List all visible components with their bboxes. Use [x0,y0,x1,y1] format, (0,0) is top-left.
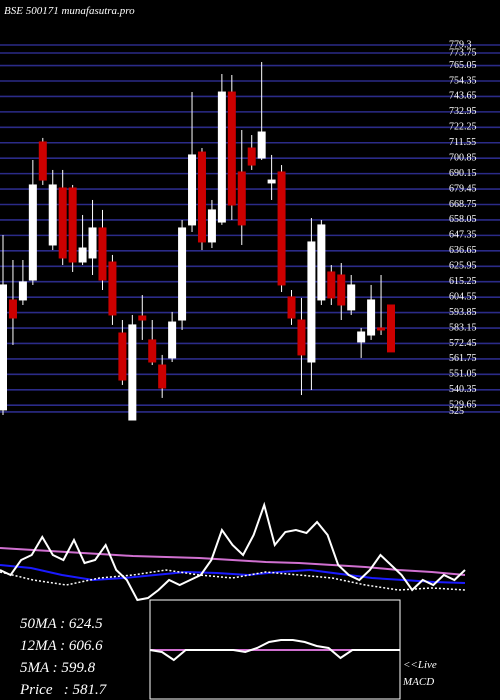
y-tick-label: 779.3 [449,39,472,50]
candle-body [128,324,137,421]
y-tick-label: 540.35 [449,384,477,395]
candle-body [38,141,47,181]
y-tick-label: 551.05 [449,369,477,380]
y-tick-label: 711.55 [449,137,476,148]
candle-body [68,187,77,263]
y-tick-label: 593.85 [449,307,477,318]
y-tick-label: 625.95 [449,261,477,272]
annotation: 12MA : 606.6 [20,638,103,654]
candle-body [108,261,117,316]
indicator-line [0,564,466,584]
y-tick-label: 561.75 [449,353,477,364]
candle-body [78,247,87,263]
y-tick-label: 668.75 [449,199,477,210]
candle-body [88,227,97,259]
candle-body [337,274,346,306]
candle-body [377,327,386,331]
candle-body [58,187,67,259]
candle-body [98,227,107,281]
candle-body [357,331,366,343]
y-tick-label: 604.55 [449,291,477,302]
candle-body [118,332,127,381]
chart-title: BSE 500171 munafasutra.pro [4,5,135,17]
annotation: <<Live [403,659,437,671]
y-tick-label: 700.85 [449,152,477,163]
candle-body [168,321,177,359]
y-tick-label: 647.35 [449,230,477,241]
y-tick-label: 773.75 [449,47,477,58]
indicator-line [0,547,466,576]
y-tick-label: 658.05 [449,214,477,225]
candle-body [138,315,147,321]
candle-body [287,296,296,319]
candle-body [227,91,236,206]
candle-body [28,184,37,281]
indicator-line [0,501,466,602]
annotation: 50MA : 624.5 [20,616,103,632]
candle-body [267,179,276,184]
candle-body [387,304,395,353]
candle-body [317,224,326,301]
candle-body [0,284,7,411]
y-tick-label: 690.15 [449,168,477,179]
candle-body [158,364,167,389]
candle-body [48,184,57,246]
candle-body [247,147,256,166]
candle-body [297,319,306,356]
candle-body [18,281,27,301]
annotation: MACD [402,676,434,688]
candle-body [367,299,376,336]
candle-body [217,91,226,223]
candle-body [257,131,266,159]
candle-body [188,154,197,226]
candle-body [148,339,157,363]
y-tick-label: 765.05 [449,60,477,71]
candle-body [207,209,216,243]
y-tick-label: 525 [449,406,464,417]
candle-body [197,151,206,243]
y-tick-label: 615.25 [449,276,477,287]
y-tick-label: 679.45 [449,183,477,194]
candle-body [277,171,286,286]
candle-body [237,171,246,226]
y-tick-label: 529.65 [449,400,477,411]
y-tick-label: 722.25 [449,122,477,133]
annotation: 5MA : 599.8 [20,660,96,676]
indicator-line [149,639,400,662]
indicator-line [0,569,466,591]
y-tick-label: 743.65 [449,91,477,102]
annotation: Price : 581.7 [19,682,108,698]
y-tick-label: 583.15 [449,322,477,333]
candle-body [347,284,356,311]
candle-body [327,271,336,299]
candle-body [178,227,187,321]
y-tick-label: 732.95 [449,106,477,117]
y-tick-label: 572.45 [449,338,477,349]
candle-body [307,241,316,363]
candle-body [8,299,17,319]
y-tick-label: 636.65 [449,245,477,256]
y-tick-label: 754.35 [449,75,477,86]
